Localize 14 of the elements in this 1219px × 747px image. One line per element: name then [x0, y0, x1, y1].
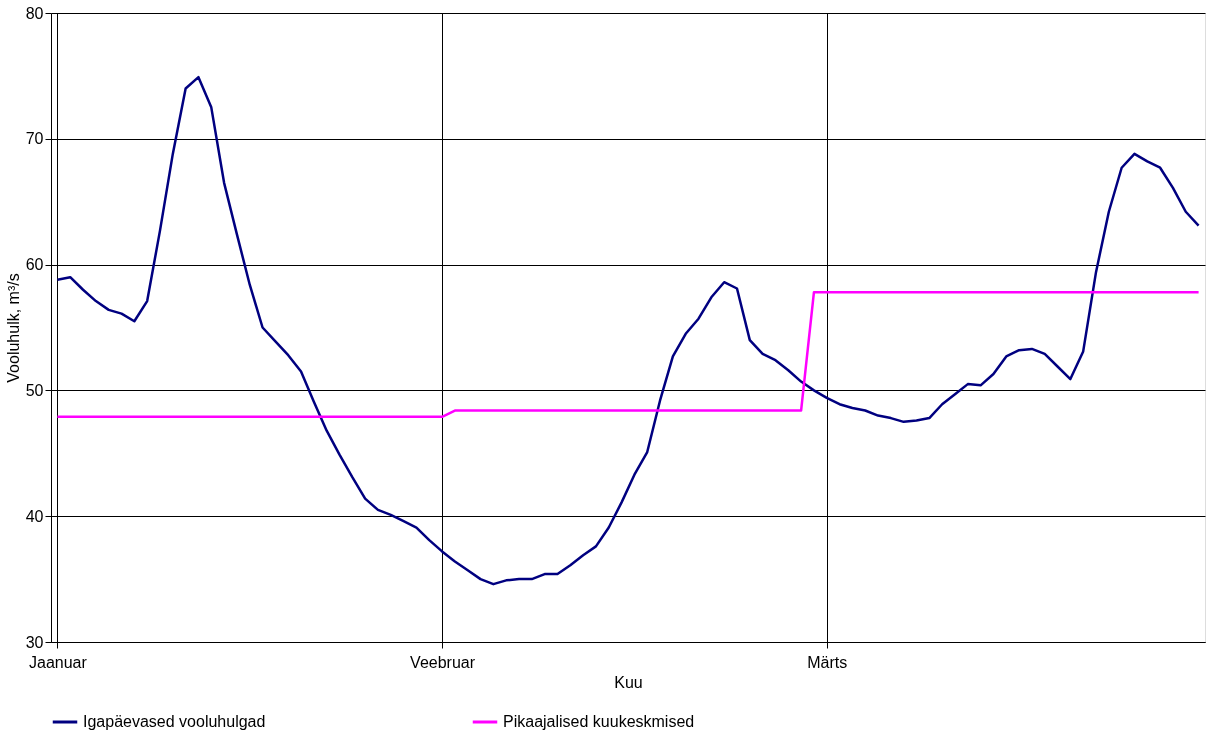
y-tick-label: 40: [25, 507, 44, 525]
y-tick-label: 60: [25, 256, 44, 274]
legend-label: Pikaajalised kuukeskmised: [503, 713, 695, 730]
x-axis-title: Kuu: [614, 673, 643, 691]
y-axis-title: Vooluhulk, m³/s: [4, 273, 22, 383]
y-tick-label: 50: [25, 381, 44, 399]
legend-label: Igapäevased vooluhulgad: [83, 713, 266, 730]
line-series: [56, 75, 1200, 586]
x-tick-label: Veebruar: [410, 653, 476, 671]
x-tick-label: Jaanuar: [29, 653, 88, 671]
y-tick-label: 70: [25, 130, 44, 148]
y-tick-label: 30: [25, 633, 44, 651]
x-tick-label: Märts: [807, 653, 848, 671]
y-tick-label: 80: [25, 4, 44, 22]
